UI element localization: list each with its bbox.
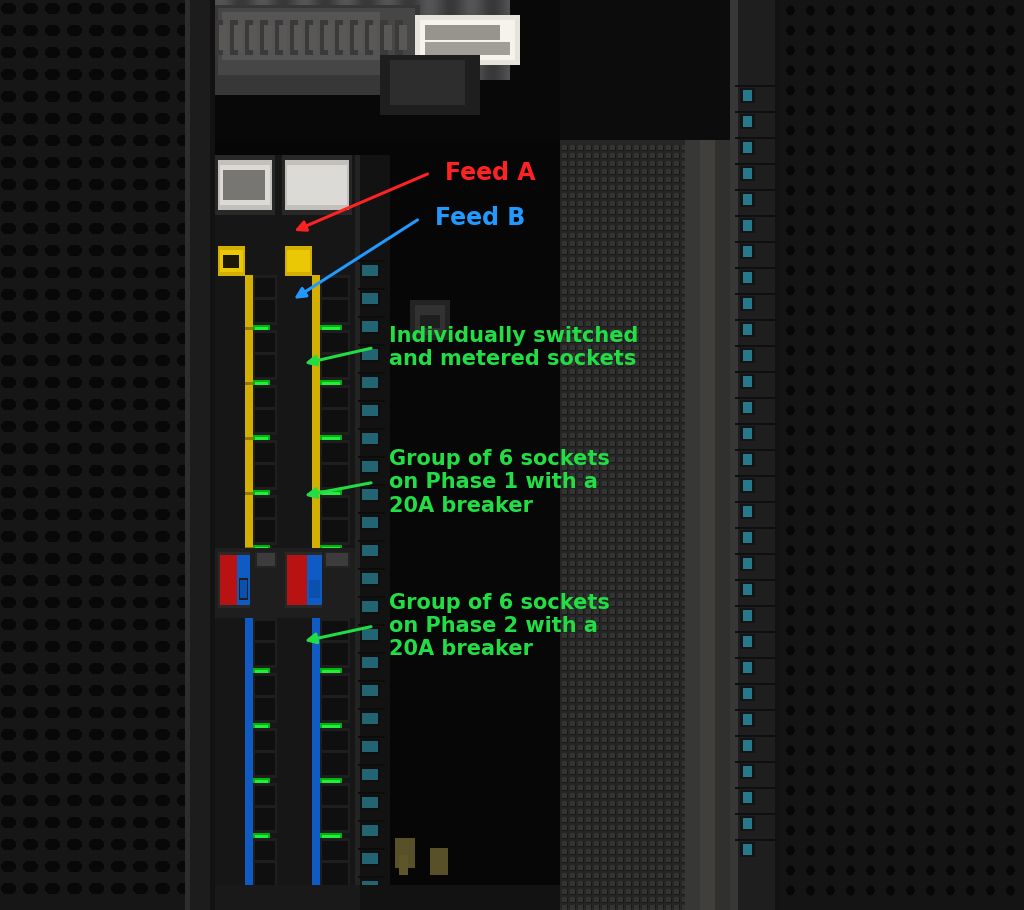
Text: Group of 6 sockets
on Phase 2 with a
20A breaker: Group of 6 sockets on Phase 2 with a 20A… xyxy=(389,593,610,659)
Text: Group of 6 sockets
on Phase 1 with a
20A breaker: Group of 6 sockets on Phase 1 with a 20A… xyxy=(389,450,610,515)
Text: Feed B: Feed B xyxy=(435,207,525,230)
Text: Individually switched
and metered sockets: Individually switched and metered socket… xyxy=(389,326,639,369)
Text: Feed A: Feed A xyxy=(445,161,536,185)
